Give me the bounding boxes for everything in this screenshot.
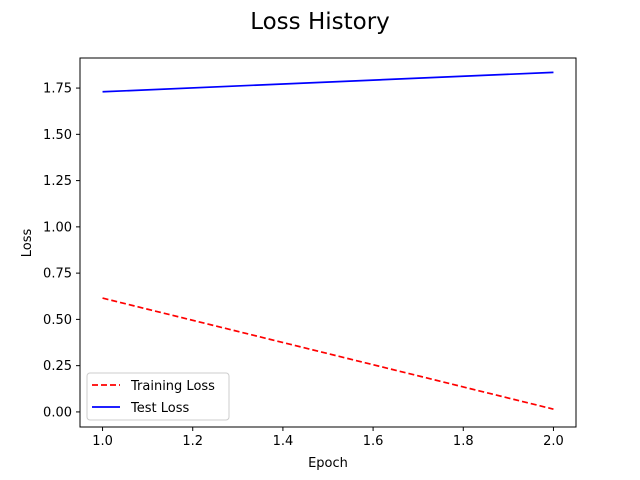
x-tick-label: 1.2 — [182, 434, 203, 449]
legend: Training Loss Test Loss — [86, 372, 230, 421]
x-axis-ticks: 1.0 1.2 1.4 1.6 1.8 2.0 — [92, 427, 564, 449]
series-layer — [102, 71, 554, 410]
x-tick-label: 1.0 — [92, 434, 113, 449]
y-tick-label: 0.50 — [43, 313, 72, 328]
chart-title: Loss History — [250, 9, 390, 35]
plot-frame — [79, 57, 577, 428]
x-tick-label: 1.8 — [453, 434, 474, 449]
y-tick-label: 0.00 — [43, 405, 72, 420]
y-axis-ticks: 0.00 0.25 0.50 0.75 1.00 1.25 1.50 1.75 — [43, 82, 80, 420]
series-line-training-loss — [102, 297, 554, 410]
x-tick-label: 2.0 — [543, 434, 564, 449]
plot-area — [80, 58, 576, 427]
y-tick-label: 1.00 — [43, 220, 72, 235]
y-tick-label: 1.50 — [43, 128, 72, 143]
legend-label: Test Loss — [130, 401, 189, 416]
legend-box — [86, 372, 230, 421]
y-tick-label: 0.25 — [43, 359, 72, 374]
y-tick-label: 1.25 — [43, 174, 72, 189]
legend-label: Training Loss — [130, 379, 215, 394]
y-tick-label: 1.75 — [43, 82, 72, 97]
series-line-test-loss — [102, 71, 554, 93]
x-tick-label: 1.6 — [363, 434, 384, 449]
x-tick-label: 1.4 — [273, 434, 294, 449]
y-axis-label: Loss — [20, 229, 35, 258]
y-tick-label: 0.75 — [43, 267, 72, 282]
x-axis-label: Epoch — [308, 456, 348, 471]
